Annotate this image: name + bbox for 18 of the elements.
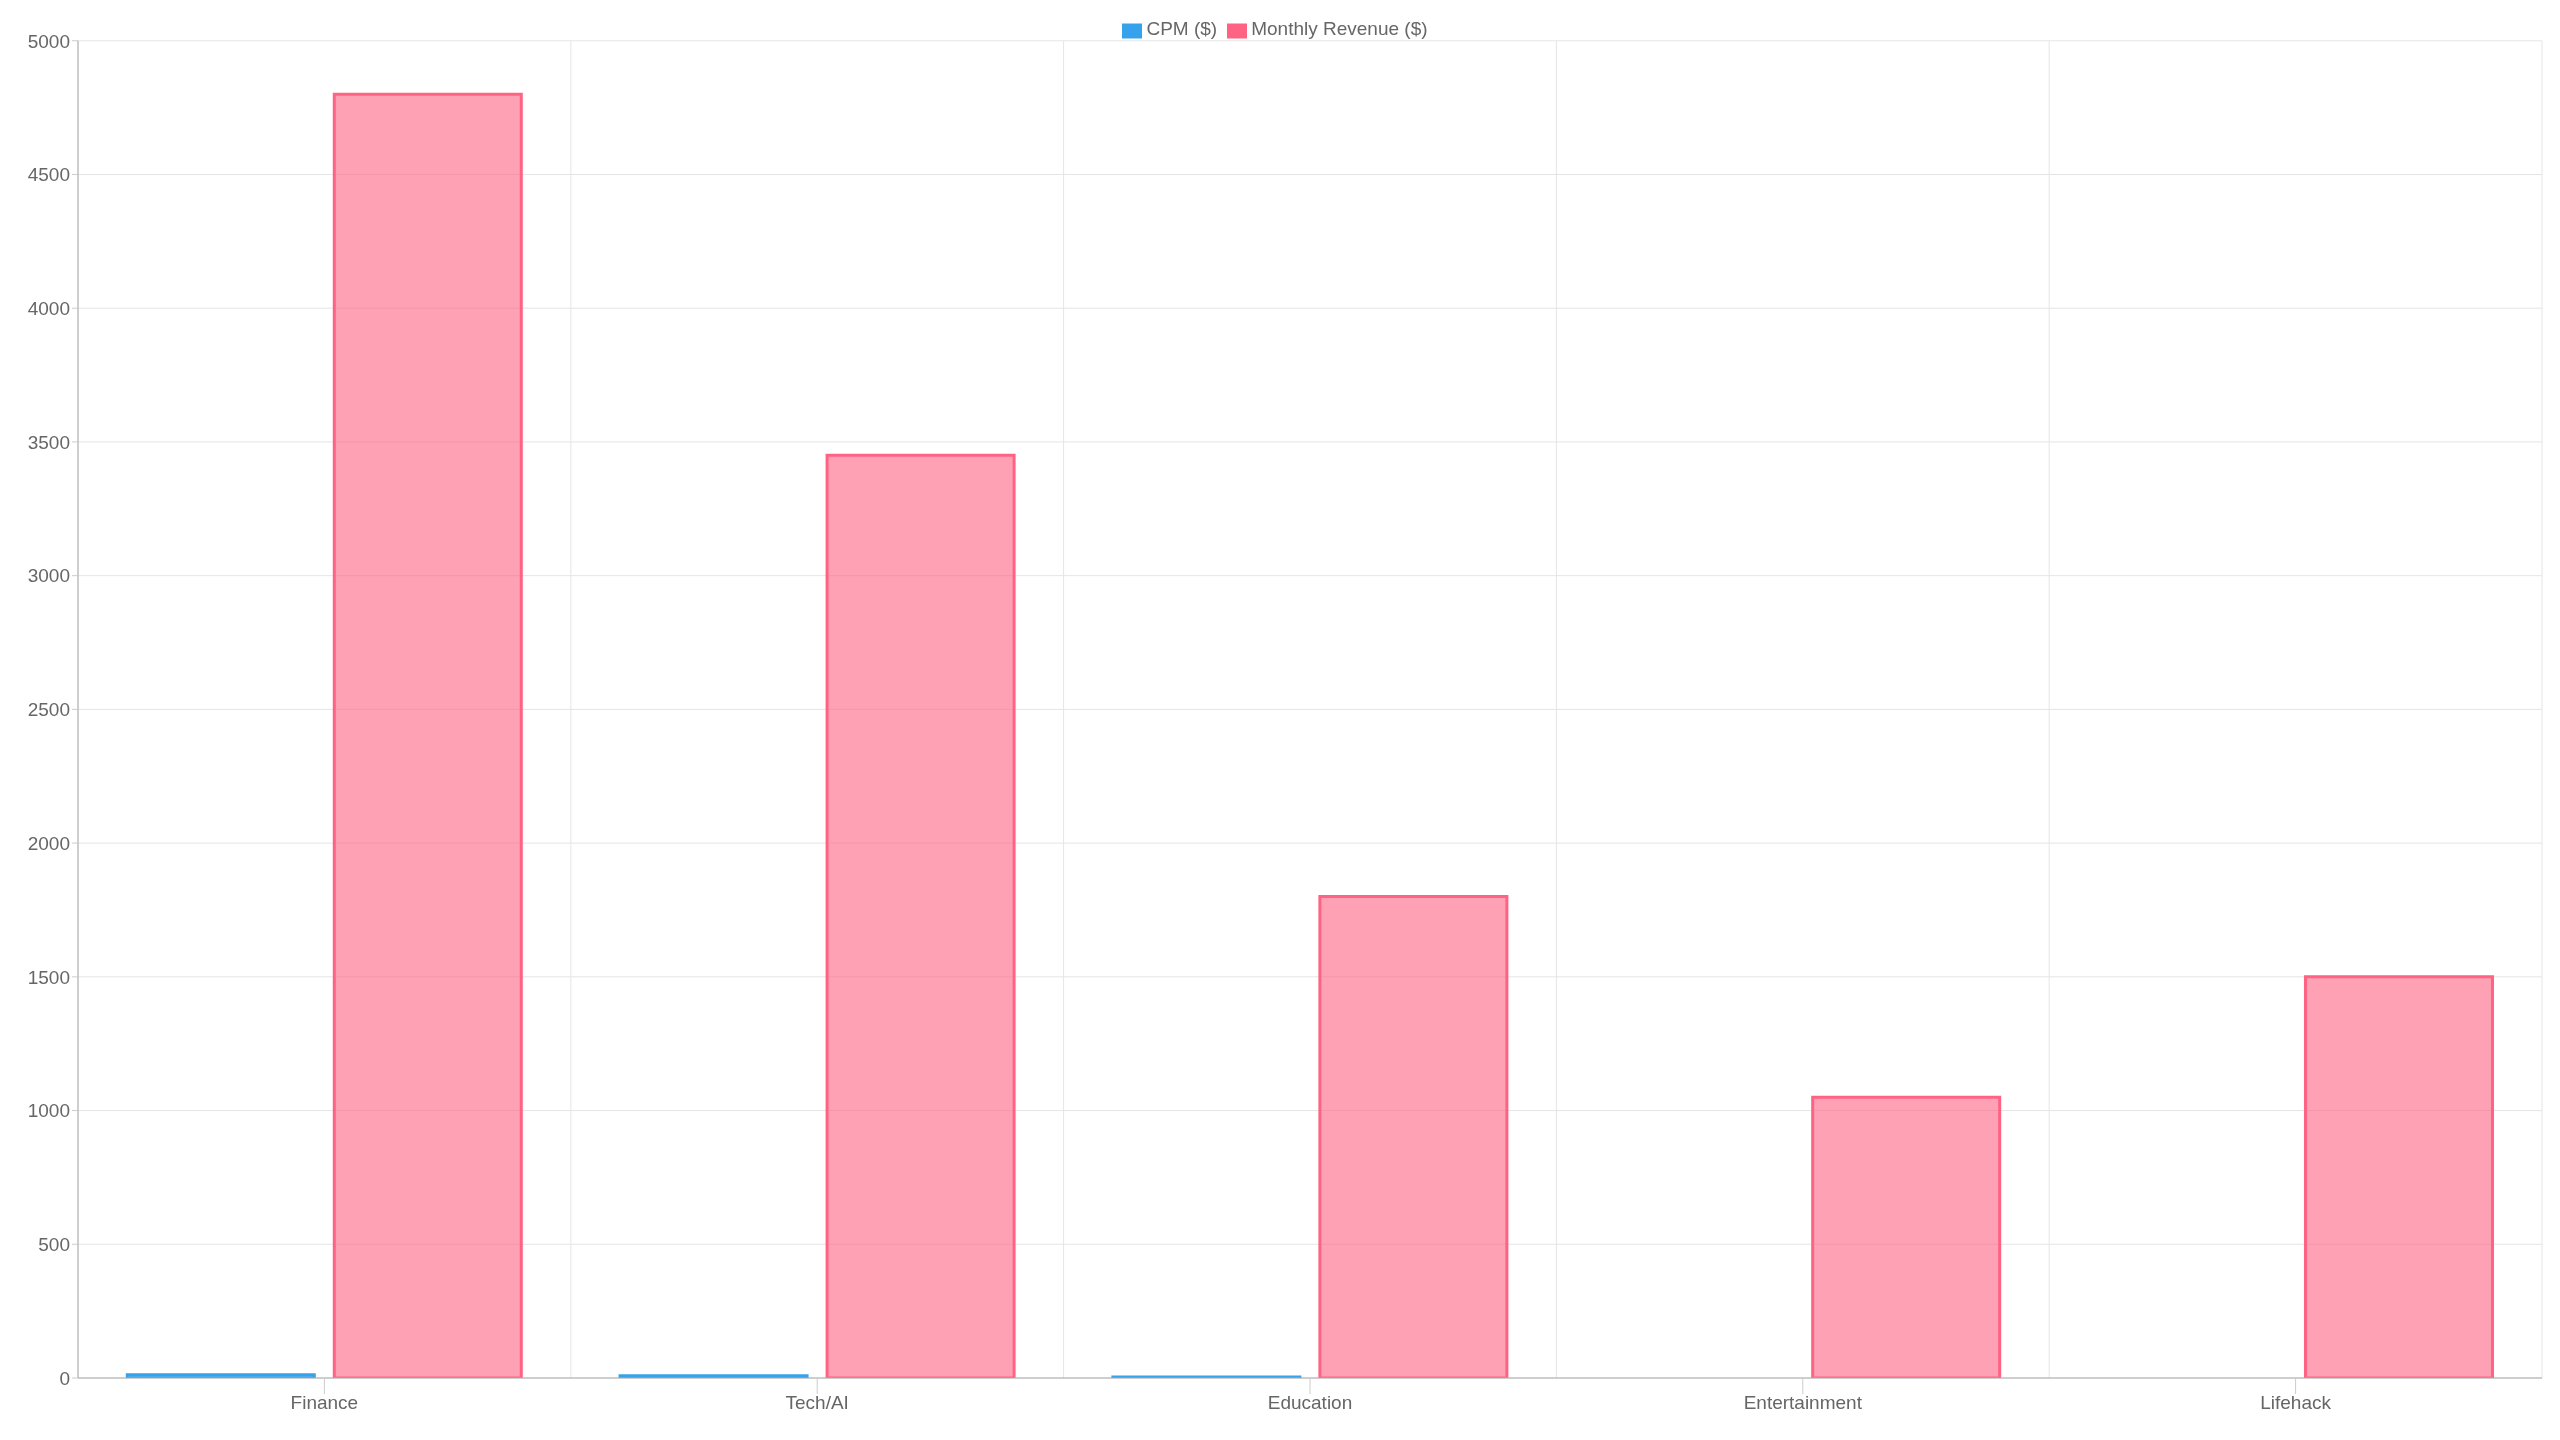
y-tick-label: 4000	[27, 297, 70, 319]
y-tick-label: 4500	[27, 164, 70, 186]
legend-label: Monthly Revenue ($)	[1251, 18, 1428, 39]
x-tick-label: Lifehack	[2260, 1392, 2332, 1414]
y-tick-label: 0	[59, 1367, 70, 1389]
y-tick-label: 1000	[27, 1100, 70, 1122]
y-tick-label: 2000	[27, 832, 70, 854]
x-tick-label: Finance	[290, 1392, 359, 1414]
x-tick-label: Tech/AI	[785, 1392, 849, 1414]
legend-label: CPM ($)	[1146, 18, 1218, 39]
y-tick-label: 1500	[27, 966, 70, 988]
y-tick-label: 2500	[27, 699, 70, 721]
y-tick-label: 5000	[27, 30, 70, 52]
x-tick-label: Education	[1267, 1392, 1353, 1414]
y-tick-label: 3500	[27, 431, 70, 453]
y-tick-label: 3000	[27, 565, 70, 587]
x-tick-label: Entertainment	[1743, 1392, 1863, 1414]
y-tick-label: 500	[38, 1234, 70, 1256]
